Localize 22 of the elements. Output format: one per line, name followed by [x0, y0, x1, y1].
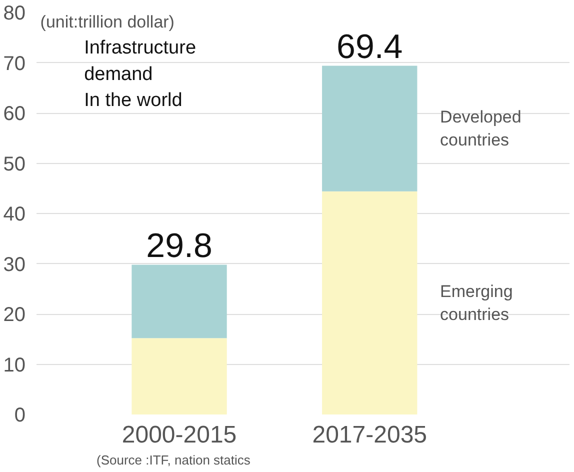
text: Infrastructure demand In the world	[84, 38, 196, 112]
x-tick-label: 2000-2015	[122, 422, 237, 448]
bar	[132, 338, 227, 414]
y-tick-label: 40	[3, 204, 26, 226]
text: (Source :ITF, nation statics	[96, 452, 251, 468]
y-tick-label: 60	[3, 103, 26, 125]
bar	[322, 191, 418, 414]
series-label: Developed countries	[440, 108, 522, 150]
y-tick-label: 70	[3, 52, 26, 75]
series-label: Emerging countries	[440, 282, 513, 324]
y-tick-label: 50	[3, 153, 26, 176]
x-tick-label: 2017-2035	[312, 422, 428, 448]
total-label: 69.4	[336, 28, 403, 66]
total-label: 29.8	[146, 227, 212, 266]
y-tick-label: 0	[14, 404, 26, 426]
y-tick-label: 20	[3, 304, 26, 326]
y-axis-title: (unit:trillion dollar)	[40, 12, 174, 32]
y-tick-label: 30	[3, 254, 26, 276]
bar	[132, 264, 227, 338]
bar	[322, 66, 418, 192]
y-tick-label: 10	[3, 354, 26, 376]
y-tick-label: 80	[3, 2, 26, 24]
